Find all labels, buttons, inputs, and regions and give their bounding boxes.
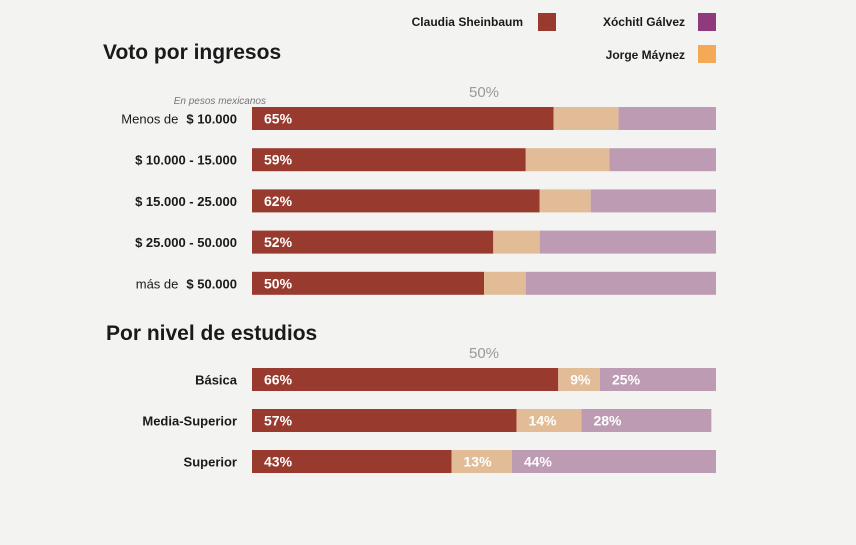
bar-segment-maynez xyxy=(539,189,591,213)
panel-title: Por nivel de estudios xyxy=(106,322,317,345)
bar-segment-sheinbaum xyxy=(252,409,517,432)
row-label: Media-Superior xyxy=(142,414,237,429)
row-label-value: $ 50.000 xyxy=(186,276,237,291)
bar-segment-maynez xyxy=(553,107,619,130)
midline-label: 50% xyxy=(469,345,499,362)
row-label: más de $ 50.000 xyxy=(136,276,237,291)
data-label-sheinbaum: 59% xyxy=(264,152,293,168)
row-label-value: Media-Superior xyxy=(142,414,237,429)
bar-segment-sheinbaum xyxy=(252,189,540,213)
row-label-value: Básica xyxy=(195,373,238,388)
row-label-value: Superior xyxy=(184,455,237,470)
legend-label-claudia-sheinbaum: Claudia Sheinbaum xyxy=(412,15,523,29)
panel-subtitle: En pesos mexicanos xyxy=(174,96,266,107)
bar-segment-maynez xyxy=(484,271,526,295)
row-label: Básica xyxy=(195,373,238,388)
bar-segment-maynez xyxy=(516,409,582,432)
bar-segment-galvez xyxy=(525,271,716,295)
row-label-value: $ 10.000 xyxy=(186,112,237,127)
bar-segment-sheinbaum xyxy=(252,230,494,254)
bar-segment-galvez xyxy=(618,107,716,130)
row-label: $ 15.000 - 25.000 xyxy=(135,194,237,209)
data-label-sheinbaum: 43% xyxy=(264,454,293,470)
row-label-prefix: más de xyxy=(136,276,179,291)
bar-segment-maynez xyxy=(451,450,512,473)
data-label-galvez: 44% xyxy=(524,454,553,470)
bar-segment-sheinbaum xyxy=(252,107,554,130)
legend-swatch-claudia-sheinbaum xyxy=(538,13,556,31)
data-label-galvez: 28% xyxy=(593,413,622,429)
row-label: Superior xyxy=(184,455,237,470)
row-label: $ 10.000 - 15.000 xyxy=(135,153,237,168)
data-label-sheinbaum: 65% xyxy=(264,111,293,127)
bar-segment-sheinbaum xyxy=(252,148,526,172)
data-label-maynez: 9% xyxy=(570,372,591,388)
bar-segment-sheinbaum xyxy=(252,368,559,391)
bar-segment-galvez xyxy=(539,230,716,254)
legend-swatch-jorge-maynez xyxy=(698,45,716,63)
education-panel: Por nivel de estudios 50% Básica 66% 9% 25% Me… xyxy=(106,322,716,473)
income-panel: Voto por ingresos 50% En pesos mexicanos Me… xyxy=(103,41,716,295)
row-label-value: $ 10.000 - 15.000 xyxy=(135,153,237,168)
bar-segment-galvez xyxy=(600,368,716,391)
panel-title: Voto por ingresos xyxy=(103,41,281,64)
data-label-sheinbaum: 57% xyxy=(264,413,293,429)
legend-swatch-xochitl-galvez xyxy=(698,13,716,31)
bar-segment-sheinbaum xyxy=(252,271,484,295)
bar-segment-galvez xyxy=(609,148,716,172)
row-label-value: $ 15.000 - 25.000 xyxy=(135,194,237,209)
row-label: $ 25.000 - 50.000 xyxy=(135,235,237,250)
data-label-galvez: 25% xyxy=(612,372,641,388)
midline-label: 50% xyxy=(469,84,499,101)
legend-label-xochitl-galvez: Xóchitl Gálvez xyxy=(603,15,685,29)
bar-segment-maynez xyxy=(558,368,600,391)
row-label-value: $ 25.000 - 50.000 xyxy=(135,235,237,250)
legend: Claudia Sheinbaum Xóchitl Gálvez Jorge Máy… xyxy=(412,13,716,63)
bar-segment-sheinbaum xyxy=(252,450,452,473)
legend-label-jorge-maynez: Jorge Máynez xyxy=(606,48,685,62)
data-label-maynez: 14% xyxy=(528,413,557,429)
data-label-sheinbaum: 50% xyxy=(264,275,293,291)
row-label-prefix: Menos de xyxy=(121,112,178,127)
bar-segment-galvez xyxy=(511,450,716,473)
bar-segment-galvez xyxy=(590,189,716,213)
bar-segment-maynez xyxy=(525,148,610,172)
bar-segment-galvez xyxy=(581,409,712,432)
data-label-maynez: 13% xyxy=(464,454,493,470)
data-label-sheinbaum: 66% xyxy=(264,372,293,388)
row-label: Menos de $ 10.000 xyxy=(121,112,237,127)
bar-segment-maynez xyxy=(493,230,540,254)
data-label-sheinbaum: 52% xyxy=(264,234,293,250)
data-label-sheinbaum: 62% xyxy=(264,193,293,209)
